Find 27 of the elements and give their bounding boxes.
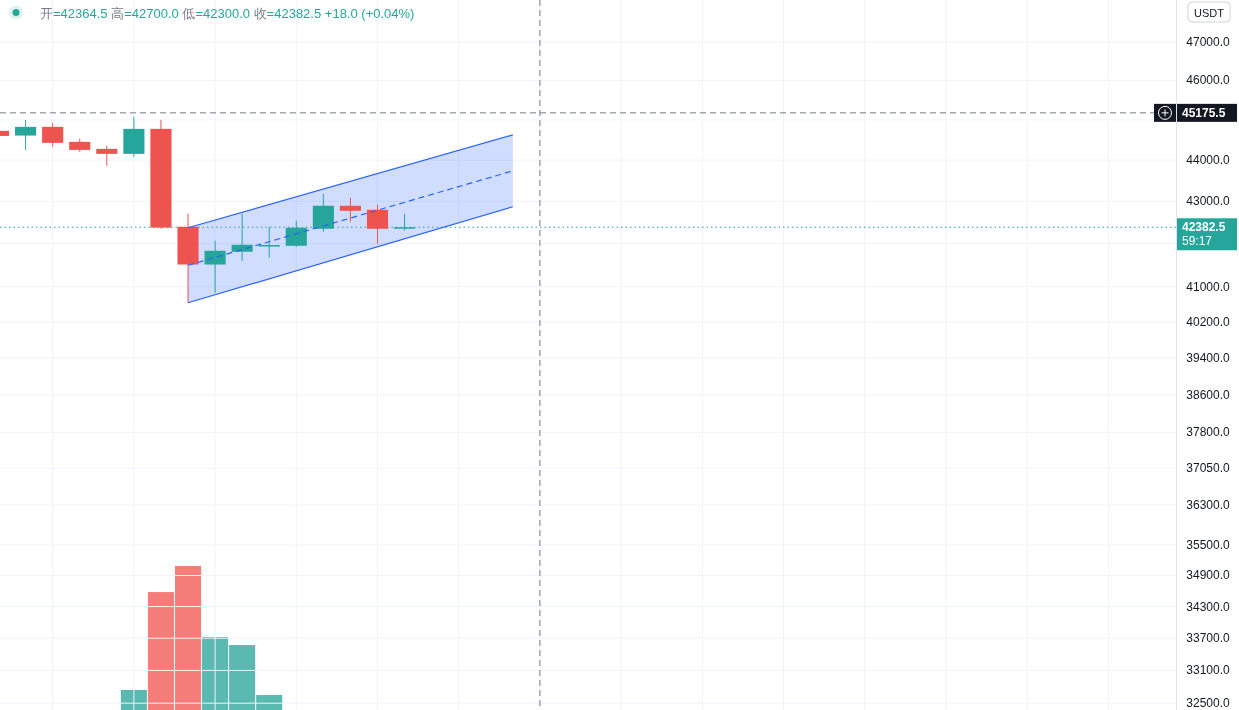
y-tick-label: 33100.0	[1186, 663, 1231, 678]
candlestick	[339, 197, 361, 223]
y-tick-label: 40200.0	[1186, 315, 1231, 330]
y-tick-label: 46000.0	[1186, 73, 1231, 88]
y-tick-label: 37050.0	[1186, 461, 1231, 476]
candlestick	[366, 204, 389, 245]
y-tick-label: 35500.0	[1186, 537, 1231, 552]
candlestick	[15, 119, 37, 151]
candlestick	[204, 240, 226, 294]
candlestick	[96, 145, 118, 167]
y-axis-title: USDT	[1194, 6, 1225, 19]
y-tick-label: 47000.0	[1186, 34, 1231, 49]
y-tick-label: 43000.0	[1186, 194, 1231, 209]
text: 开=42364.5 高=42700.0 低=42300.0 收=42382.5 +18.0 (+0.04%)	[40, 5, 415, 21]
y-tick-label: 44000.0	[1186, 153, 1231, 168]
y-tick-label: 37800.0	[1186, 425, 1231, 440]
y-tick-label: 33700.0	[1186, 631, 1231, 646]
candlestick	[42, 122, 64, 148]
ref-line-label: 45175.5	[1182, 105, 1226, 120]
y-tick-label: 41000.0	[1186, 279, 1231, 294]
y-tick-label: 34300.0	[1186, 599, 1231, 614]
y-tick-label: 39400.0	[1186, 351, 1231, 366]
ref-line-label: 42382.5 59:17	[1182, 220, 1226, 249]
y-tick-label: 38600.0	[1186, 387, 1231, 402]
y-tick-label: 32500.0	[1186, 696, 1231, 710]
y-tick-label: 36300.0	[1186, 497, 1231, 512]
y-tick-label: 34900.0	[1186, 568, 1231, 583]
